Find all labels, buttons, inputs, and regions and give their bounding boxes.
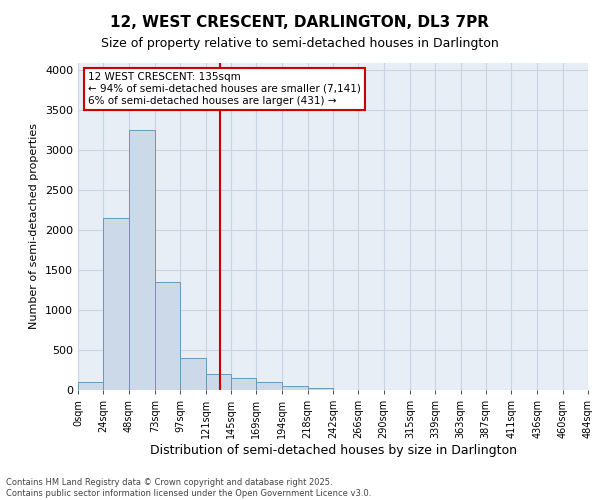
Bar bbox=[128, 130, 155, 390]
Bar bbox=[283, 386, 308, 390]
Bar bbox=[155, 282, 180, 390]
Bar bbox=[78, 382, 103, 390]
Bar bbox=[256, 382, 283, 390]
Text: 12 WEST CRESCENT: 135sqm
← 94% of semi-detached houses are smaller (7,141)
6% of: 12 WEST CRESCENT: 135sqm ← 94% of semi-d… bbox=[88, 72, 361, 106]
Bar bbox=[205, 374, 231, 390]
Bar bbox=[231, 378, 256, 390]
Y-axis label: Number of semi-detached properties: Number of semi-detached properties bbox=[29, 123, 40, 329]
Bar bbox=[103, 218, 128, 390]
Text: Size of property relative to semi-detached houses in Darlington: Size of property relative to semi-detach… bbox=[101, 38, 499, 51]
Text: 12, WEST CRESCENT, DARLINGTON, DL3 7PR: 12, WEST CRESCENT, DARLINGTON, DL3 7PR bbox=[110, 15, 490, 30]
X-axis label: Distribution of semi-detached houses by size in Darlington: Distribution of semi-detached houses by … bbox=[149, 444, 517, 457]
Bar bbox=[180, 358, 205, 390]
Bar bbox=[308, 388, 333, 390]
Text: Contains HM Land Registry data © Crown copyright and database right 2025.
Contai: Contains HM Land Registry data © Crown c… bbox=[6, 478, 371, 498]
